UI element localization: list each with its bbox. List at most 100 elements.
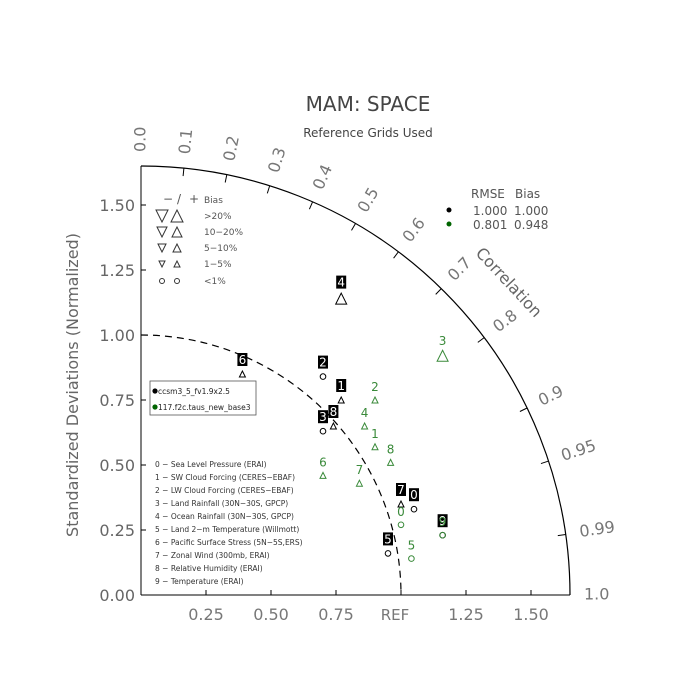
- chart-title: MAM: SPACE: [306, 92, 431, 116]
- data-point-label: 3: [439, 334, 447, 348]
- correlation-tick-label: 0.1: [175, 128, 196, 155]
- data-point-label-box: [318, 410, 328, 424]
- model-legend-dot: [152, 388, 158, 394]
- bias-down-triangle-icon: [156, 226, 168, 239]
- bias-legend-plus: +: [189, 192, 199, 206]
- bias-legend-row: <1%: [204, 277, 226, 287]
- y-tick-label: 0.25: [99, 521, 135, 540]
- y-axis-label: Standardized Deviations (Normalized): [63, 233, 82, 537]
- correlation-tick-label: 0.8: [489, 306, 521, 336]
- data-point-label: 0: [397, 505, 405, 519]
- data-point-label: 4: [337, 276, 345, 290]
- data-point-label-box: [396, 483, 406, 496]
- bias-legend-minus: −: [163, 192, 173, 206]
- y-tick-label: 1.00: [99, 326, 135, 345]
- x-tick-label: 0.75: [318, 605, 354, 624]
- data-point-label-box: [336, 379, 347, 392]
- correlation-tick-label: 0.5: [353, 184, 382, 216]
- data-point-marker: [238, 369, 247, 378]
- bias-up-triangle-icon: [171, 225, 183, 238]
- data-point-marker: [329, 421, 338, 430]
- bias-up-triangle-icon: [173, 259, 181, 268]
- bias-down-triangle-icon: [155, 209, 169, 224]
- data-point-label: 7: [397, 483, 405, 497]
- data-point-marker: [337, 395, 346, 404]
- correlation-tick: [224, 174, 228, 183]
- bias-legend-markers: [155, 208, 184, 284]
- y-tick-label: 0.00: [99, 586, 135, 605]
- variable-item: 1 − SW Cloud Forcing (CERES−EBAF): [155, 473, 295, 482]
- correlation-tick: [435, 288, 442, 295]
- data-point-marker: [355, 479, 364, 487]
- y-tick-label: 1.50: [99, 196, 135, 215]
- stats-dot-model-2: [446, 221, 452, 227]
- correlation-tick-label: 0.6: [398, 214, 428, 246]
- bias-legend-row: >20%: [204, 212, 232, 222]
- data-point-marker: [410, 505, 418, 513]
- bias-legend-header: Bias: [204, 196, 223, 206]
- x-tick-label: 0.25: [188, 605, 224, 624]
- bias-down-triangle-icon: [158, 260, 166, 269]
- data-point-label: 2: [319, 356, 327, 370]
- data-point-label-box: [328, 405, 339, 418]
- stats-rmse-model-2: 0.801: [473, 218, 507, 232]
- data-point-marker: [397, 499, 405, 508]
- data-point-marker: [384, 550, 392, 557]
- correlation-tick: [393, 251, 399, 259]
- y-tick-label: 0.75: [99, 391, 135, 410]
- data-point-label-box: [336, 275, 347, 289]
- correlation-tick: [557, 533, 566, 537]
- correlation-tick-label: 0.2: [219, 134, 243, 163]
- data-point-label: 6: [239, 353, 247, 367]
- bias-down-triangle-icon: [157, 243, 167, 254]
- bias-legend-row: 1−5%: [204, 260, 232, 270]
- axes: 0.000.250.500.751.001.251.500.25 0.50 0.75…: [99, 166, 570, 624]
- data-point-label-box: [318, 355, 328, 369]
- correlation-tick-label: 0.0: [131, 127, 150, 152]
- model-legend-name: 117.f2c.taus_new_base3: [158, 403, 251, 412]
- model-legend-name: ccsm3_5_fv1.9x2.5: [158, 387, 230, 396]
- correlation-tick-label: 0.4: [309, 161, 337, 192]
- data-point-label: 9: [439, 515, 447, 529]
- data-point-label: 7: [356, 463, 364, 477]
- stats-rmse-model-1: 1.000: [473, 204, 507, 218]
- model-legend-dot: [152, 404, 158, 410]
- data-point-label: 6: [319, 455, 327, 469]
- correlation-tick-label: 0.7: [444, 253, 475, 284]
- data-point-label: 1: [337, 379, 345, 393]
- variable-item: 7 − Zonal Wind (300mb, ERAI): [155, 551, 270, 560]
- correlation-tick-label: 1.0: [584, 585, 609, 604]
- stats-header-bias: Bias: [515, 187, 540, 201]
- y-tick-label: 0.50: [99, 456, 135, 475]
- x-tick-label: 1.50: [513, 605, 549, 624]
- x-tick-label: 0.50: [253, 605, 289, 624]
- data-point-marker: [319, 427, 327, 435]
- bias-up-triangle-icon: [170, 208, 184, 223]
- bias-legend-row: 5−10%: [204, 244, 238, 254]
- variable-item: 6 − Pacific Surface Stress (5N−5S,ERS): [155, 538, 303, 547]
- correlation-tick: [519, 407, 528, 412]
- bias-circle-icon: [159, 278, 165, 284]
- data-point-marker: [371, 442, 379, 451]
- variable-item: 4 − Ocean Rainfall (30N−30S, GPCP): [155, 512, 294, 521]
- variable-list: 0 − Sea Level Pressure (ERAI) 1 − SW Clo…: [155, 460, 303, 586]
- data-point-marker: [319, 373, 327, 380]
- data-point-label-box: [383, 532, 393, 546]
- model-legend: ccsm3_5_fv1.9x2.5 117.f2c.taus_new_base3: [149, 380, 257, 416]
- stats-dot-model-1: [446, 207, 452, 213]
- correlation-tick-label: 0.95: [559, 436, 599, 465]
- bias-circle-icon: [174, 278, 180, 284]
- variable-item: 9 − Temperature (ERAI): [155, 577, 244, 586]
- x-tick-label: 1.25: [448, 605, 484, 624]
- data-point-label-box: [409, 488, 419, 502]
- model-legend-box: [149, 380, 257, 416]
- correlation-ticks: 0.0 0.1 0.2 0.3 0.4 0.5 0.6 0.7 0.8 0.9 0.95 0.99 1.…: [131, 127, 617, 604]
- data-point-marker: [408, 555, 415, 562]
- bias-legend-slash: /: [177, 192, 182, 206]
- data-point-label: 5: [384, 532, 392, 546]
- correlation-tick-label: 0.99: [578, 517, 616, 541]
- correlation-tick-label: 0.3: [264, 145, 290, 175]
- variable-item: 3 − Land Rainfall (30N−30S, GPCP): [155, 499, 288, 508]
